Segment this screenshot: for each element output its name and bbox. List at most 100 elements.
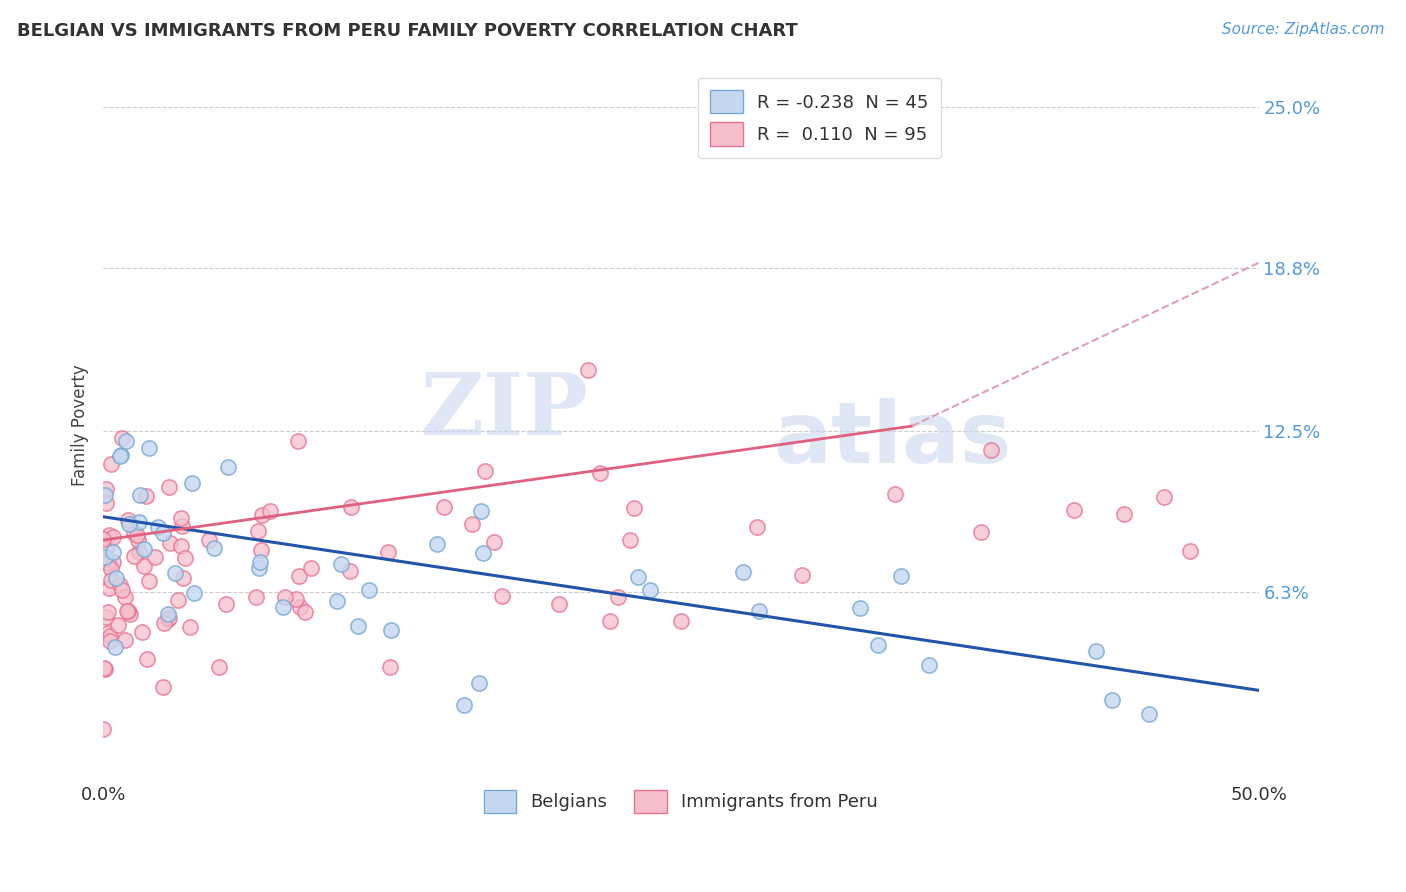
- Point: [474, 464, 496, 478]
- Point: [100, 562, 122, 576]
- Point: [170, 539, 193, 553]
- Point: [159, 535, 181, 549]
- Point: [884, 486, 907, 500]
- Point: [127, 527, 149, 541]
- Point: [93, 722, 115, 736]
- Point: [198, 533, 221, 547]
- Point: [118, 517, 141, 532]
- Point: [273, 600, 295, 615]
- Point: [849, 601, 872, 615]
- Point: [135, 489, 157, 503]
- Point: [117, 605, 139, 619]
- Point: [93, 660, 115, 674]
- Point: [1063, 503, 1085, 517]
- Point: [294, 605, 316, 619]
- Point: [179, 619, 201, 633]
- Point: [461, 517, 484, 532]
- Point: [471, 546, 494, 560]
- Point: [94, 488, 117, 502]
- Point: [170, 519, 193, 533]
- Point: [731, 565, 754, 579]
- Point: [627, 570, 650, 584]
- Point: [98, 629, 121, 643]
- Point: [118, 607, 141, 622]
- Point: [578, 363, 600, 377]
- Point: [453, 698, 475, 713]
- Point: [249, 542, 271, 557]
- Point: [94, 610, 117, 624]
- Point: [482, 535, 505, 549]
- Point: [340, 500, 363, 514]
- Point: [152, 616, 174, 631]
- Point: [152, 681, 174, 695]
- Point: [172, 571, 194, 585]
- Point: [181, 475, 204, 490]
- Point: [491, 589, 513, 603]
- Point: [114, 590, 136, 604]
- Point: [127, 533, 149, 547]
- Point: [547, 598, 569, 612]
- Point: [619, 533, 641, 548]
- Y-axis label: Family Poverty: Family Poverty: [72, 364, 89, 485]
- Point: [589, 467, 612, 481]
- Point: [152, 525, 174, 540]
- Point: [638, 583, 661, 598]
- Point: [111, 431, 134, 445]
- Point: [217, 460, 239, 475]
- Point: [103, 529, 125, 543]
- Point: [97, 605, 120, 619]
- Point: [114, 632, 136, 647]
- Point: [136, 652, 159, 666]
- Point: [287, 568, 309, 582]
- Text: ZIP: ZIP: [420, 368, 589, 452]
- Point: [1180, 544, 1202, 558]
- Point: [290, 599, 312, 614]
- Point: [357, 582, 380, 597]
- Point: [599, 614, 621, 628]
- Point: [100, 573, 122, 587]
- Point: [249, 555, 271, 569]
- Point: [97, 625, 120, 640]
- Point: [970, 524, 993, 539]
- Point: [98, 582, 121, 596]
- Point: [138, 441, 160, 455]
- Point: [339, 564, 361, 578]
- Point: [1137, 706, 1160, 721]
- Point: [103, 555, 125, 569]
- Point: [1084, 643, 1107, 657]
- Point: [110, 448, 132, 462]
- Point: [128, 545, 150, 559]
- Point: [156, 612, 179, 626]
- Point: [183, 586, 205, 600]
- Point: [146, 520, 169, 534]
- Point: [326, 594, 349, 608]
- Text: Source: ZipAtlas.com: Source: ZipAtlas.com: [1222, 22, 1385, 37]
- Point: [470, 504, 492, 518]
- Text: atlas: atlas: [773, 398, 1011, 481]
- Point: [117, 513, 139, 527]
- Point: [163, 566, 186, 581]
- Point: [866, 639, 889, 653]
- Point: [1153, 490, 1175, 504]
- Point: [170, 511, 193, 525]
- Point: [174, 551, 197, 566]
- Point: [94, 482, 117, 496]
- Point: [107, 618, 129, 632]
- Point: [287, 434, 309, 448]
- Point: [329, 557, 352, 571]
- Point: [96, 496, 118, 510]
- Point: [1114, 507, 1136, 521]
- Point: [748, 604, 770, 618]
- Point: [122, 525, 145, 540]
- Point: [104, 571, 127, 585]
- Point: [103, 545, 125, 559]
- Point: [115, 604, 138, 618]
- Point: [468, 676, 491, 690]
- Point: [108, 578, 131, 592]
- Point: [208, 660, 231, 674]
- Point: [433, 500, 456, 514]
- Point: [98, 634, 121, 648]
- Point: [380, 623, 402, 637]
- Point: [131, 624, 153, 639]
- Point: [607, 591, 630, 605]
